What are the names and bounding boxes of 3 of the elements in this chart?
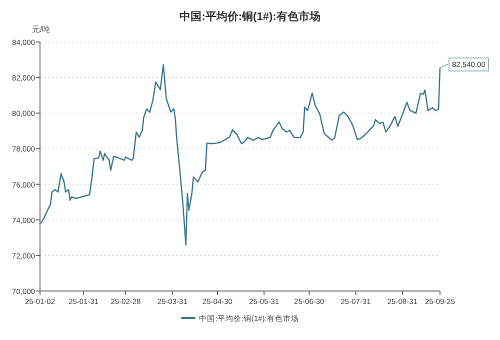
y-axis-title: 元/吨 — [32, 25, 50, 34]
chart-title: 中国:平均价:铜(1#):有色市场 — [180, 10, 320, 23]
line-series — [39, 64, 441, 246]
